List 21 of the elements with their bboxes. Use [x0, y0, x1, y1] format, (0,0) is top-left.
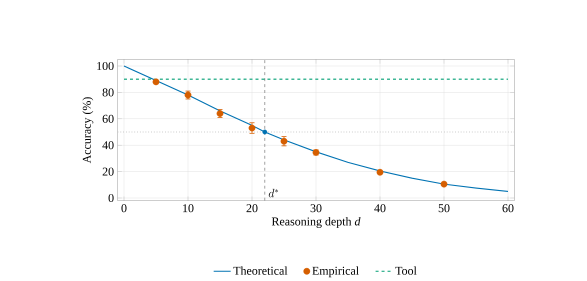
legend-label: Tool — [395, 266, 417, 275]
x-tick-label: 50 — [438, 204, 450, 212]
point — [262, 130, 268, 134]
y-tick-label: 20 — [102, 168, 114, 176]
x-tick-label: 40 — [374, 204, 386, 212]
point — [248, 124, 256, 132]
x-tick-label: 0 — [121, 204, 127, 212]
y-axis-title: Accuracy (%) — [82, 97, 94, 164]
y-tick-label: 60 — [102, 114, 114, 123]
y-tick-label: 100 — [97, 62, 114, 70]
x-axis-title: Reasoning depth d — [272, 217, 361, 228]
x-tick-label: 20 — [246, 204, 258, 212]
x-tick-label: 30 — [310, 204, 322, 212]
y-tick-label: 80 — [102, 88, 114, 96]
x-tick-label: 10 — [183, 204, 194, 212]
legend-label: Empirical — [312, 266, 359, 278]
legend-label: Theoretical — [233, 266, 288, 275]
x-tick-label: 60 — [502, 204, 514, 212]
ref-line-label: $d^*$ — [268, 188, 278, 198]
y-tick-label: 0 — [108, 194, 114, 202]
y-tick-label: 40 — [102, 141, 114, 150]
